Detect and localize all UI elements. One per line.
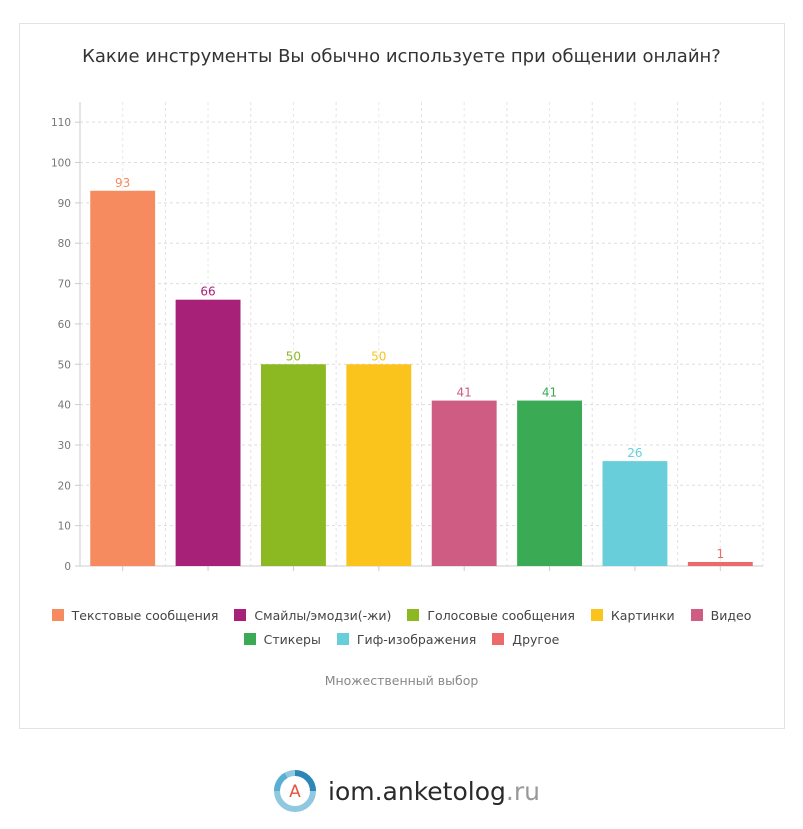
legend-swatch bbox=[234, 609, 247, 621]
legend-item[interactable]: Голосовые сообщения bbox=[407, 607, 575, 623]
chart-title: Какие инструменты Вы обычно используете … bbox=[82, 46, 721, 67]
brand-tld: .ru bbox=[505, 776, 540, 806]
data-label: 93 bbox=[115, 176, 130, 190]
data-label: 50 bbox=[286, 349, 301, 363]
y-tick-label: 110 bbox=[51, 117, 71, 129]
legend-label: Текстовые сообщения bbox=[71, 607, 219, 623]
data-label: 66 bbox=[200, 285, 215, 299]
brand-logo[interactable]: A iom.anketolog.ru bbox=[272, 768, 540, 814]
legend-label: Видео bbox=[710, 607, 752, 623]
y-axis: 0 10 20 30 40 50 60 70 80 90 100 110 bbox=[51, 102, 763, 573]
brand-name: iom.anketolog.ru bbox=[328, 777, 540, 806]
bar[interactable] bbox=[346, 364, 412, 566]
y-tick-label: 60 bbox=[58, 319, 71, 331]
brand-domain: iom.anketolog bbox=[328, 776, 506, 806]
chart-subtitle: Множественный выбор bbox=[324, 673, 479, 688]
data-labels: 93 66 50 50 41 41 26 1 bbox=[115, 176, 724, 561]
anketolog-logo-icon: A bbox=[273, 770, 316, 812]
legend-item[interactable]: Гиф-изображения bbox=[336, 631, 477, 647]
legend-label: Смайлы/эмодзи(-жи) bbox=[254, 607, 392, 623]
legend-swatch bbox=[492, 633, 505, 645]
y-tick-label: 100 bbox=[51, 158, 71, 170]
data-label: 41 bbox=[457, 386, 472, 400]
legend-swatch bbox=[590, 609, 603, 621]
y-tick-label: 0 bbox=[64, 561, 71, 573]
y-tick-label: 70 bbox=[58, 279, 71, 291]
legend-label: Стикеры bbox=[263, 631, 321, 647]
bar-chart: 0 10 20 30 40 50 60 70 80 90 100 110 93 66 50 50 41 41 26… bbox=[51, 102, 764, 573]
legend-label: Голосовые сообщения bbox=[427, 607, 575, 623]
legend-swatch bbox=[690, 609, 703, 621]
y-tick-label: 20 bbox=[58, 480, 71, 492]
y-tick-label: 90 bbox=[58, 198, 71, 210]
legend-label: Гиф-изображения bbox=[356, 631, 477, 647]
data-label: 26 bbox=[627, 446, 642, 460]
legend-swatch bbox=[407, 609, 420, 621]
bar[interactable] bbox=[175, 299, 241, 566]
legend-item[interactable]: Другое bbox=[492, 631, 559, 647]
bars bbox=[90, 190, 753, 567]
legend-item[interactable]: Текстовые сообщения bbox=[51, 607, 219, 623]
legend-item[interactable]: Стикеры bbox=[243, 631, 321, 647]
bar[interactable] bbox=[687, 561, 753, 566]
y-tick-label: 30 bbox=[58, 440, 71, 452]
bar[interactable] bbox=[517, 400, 583, 566]
legend-swatch bbox=[51, 609, 64, 621]
legend-item[interactable]: Видео bbox=[690, 607, 752, 623]
legend-label: Другое bbox=[512, 631, 560, 647]
legend-item[interactable]: Смайлы/эмодзи(-жи) bbox=[234, 607, 391, 623]
legend: Текстовые сообщения Смайлы/эмодзи(-жи) Гол… bbox=[40, 607, 763, 655]
bar[interactable] bbox=[260, 364, 326, 566]
y-tick-label: 80 bbox=[58, 238, 71, 250]
data-label: 50 bbox=[371, 349, 386, 363]
data-label: 41 bbox=[542, 386, 557, 400]
y-tick-label: 10 bbox=[58, 521, 71, 533]
bar[interactable] bbox=[90, 190, 156, 567]
data-label: 1 bbox=[716, 547, 724, 561]
bar[interactable] bbox=[602, 461, 668, 566]
legend-swatch bbox=[243, 633, 256, 645]
legend-swatch bbox=[336, 633, 349, 645]
bar[interactable] bbox=[431, 400, 497, 566]
y-tick-label: 50 bbox=[58, 359, 71, 371]
y-tick-label: 40 bbox=[58, 400, 71, 412]
logo-letter: A bbox=[289, 782, 301, 802]
legend-label: Картинки bbox=[610, 607, 675, 623]
legend-item[interactable]: Картинки bbox=[590, 607, 675, 623]
